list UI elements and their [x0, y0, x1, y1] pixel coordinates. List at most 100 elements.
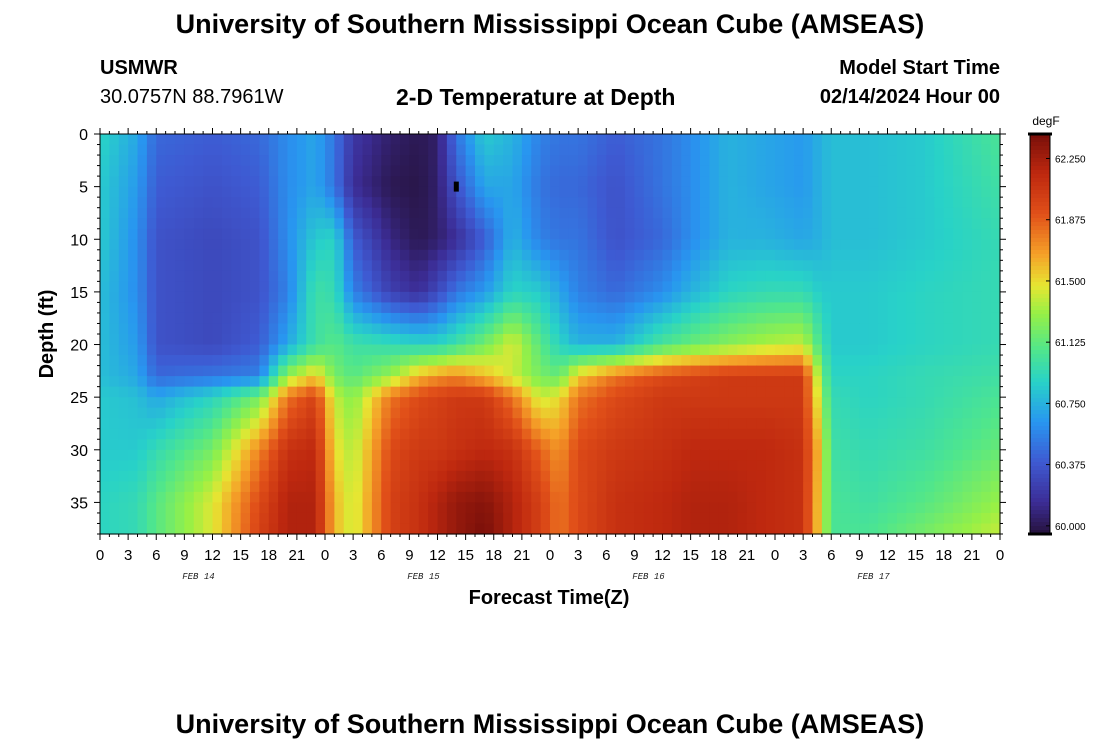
x-tick-label: 18 — [935, 547, 952, 564]
heatmap-cell — [662, 312, 673, 325]
heatmap-cell — [400, 428, 410, 440]
heatmap-cell — [662, 502, 673, 514]
heatmap-cell — [756, 281, 767, 293]
heatmap-cell — [943, 512, 954, 525]
heatmap-cell — [662, 144, 673, 156]
heatmap-cell — [840, 428, 851, 440]
heatmap-cell — [343, 365, 354, 377]
heatmap-cell — [325, 323, 335, 335]
heatmap-cell — [765, 344, 776, 356]
heatmap-cell — [156, 197, 167, 209]
heatmap-cell — [700, 376, 710, 388]
heatmap-cell — [390, 512, 401, 525]
heatmap-cell — [390, 197, 401, 209]
heatmap-cell — [896, 439, 907, 451]
heatmap-cell — [400, 228, 410, 240]
heatmap-cell — [559, 260, 570, 272]
heatmap-cell — [990, 491, 1001, 504]
heatmap-cell — [512, 397, 523, 409]
heatmap-cell — [953, 449, 964, 461]
heatmap-cell — [690, 460, 701, 472]
heatmap-cell — [587, 186, 598, 198]
heatmap-cell — [962, 355, 973, 367]
heatmap-cell — [456, 270, 467, 282]
heatmap-cell — [353, 523, 364, 535]
heatmap-cell — [821, 144, 832, 156]
heatmap-cell — [296, 323, 307, 335]
heatmap-cell — [484, 502, 495, 514]
heatmap-cell — [456, 407, 467, 419]
heatmap-cell — [540, 365, 551, 377]
heatmap-cell — [493, 523, 504, 535]
heatmap-cell — [128, 439, 139, 451]
heatmap-cell — [156, 386, 167, 398]
heatmap-cell — [146, 418, 157, 430]
heatmap-cell — [971, 249, 982, 261]
heatmap-cell — [409, 176, 420, 188]
heatmap-cell — [653, 397, 664, 409]
heatmap-cell — [381, 302, 392, 314]
heatmap-cell — [596, 270, 607, 282]
heatmap-cell — [568, 197, 579, 209]
heatmap-cell — [887, 323, 898, 335]
heatmap-cell — [184, 249, 195, 261]
heatmap-cell — [709, 449, 720, 461]
heatmap-cell — [315, 260, 326, 272]
heatmap-cell — [390, 228, 401, 240]
heatmap-cell — [475, 460, 485, 472]
heatmap-cell — [137, 491, 148, 504]
heatmap-cell — [362, 428, 373, 440]
heatmap-cell — [690, 323, 701, 335]
heatmap-cell — [681, 176, 692, 188]
heatmap-cell — [812, 397, 823, 409]
heatmap-cell — [915, 428, 926, 440]
heatmap-cell — [643, 449, 654, 461]
heatmap-cell — [728, 249, 739, 261]
heatmap-cell — [503, 155, 514, 167]
heatmap-cell — [784, 144, 795, 156]
heatmap-cell — [606, 134, 617, 146]
heatmap-cell — [268, 260, 279, 272]
heatmap-cell — [746, 281, 757, 293]
heatmap-cell — [212, 260, 223, 272]
heatmap-cell — [962, 186, 973, 198]
heatmap-cell — [165, 218, 176, 230]
heatmap-cell — [803, 218, 814, 230]
x-tick-label: 18 — [485, 547, 502, 564]
heatmap-cell — [971, 323, 982, 335]
heatmap-cell — [887, 491, 898, 504]
heatmap-cell — [137, 144, 148, 156]
heatmap-cell — [793, 428, 804, 440]
heatmap-cell — [381, 197, 392, 209]
heatmap-cell — [568, 386, 579, 398]
heatmap-cell — [175, 376, 185, 388]
heatmap-cell — [737, 491, 748, 504]
heatmap-cell — [503, 281, 514, 293]
heatmap-cell — [165, 344, 176, 356]
heatmap-cell — [381, 207, 392, 219]
heatmap-cell — [203, 491, 214, 504]
heatmap-cell — [615, 207, 626, 219]
heatmap-cell — [400, 449, 410, 461]
heatmap-cell — [278, 302, 289, 314]
heatmap-cell — [540, 439, 551, 451]
heatmap-cell — [662, 165, 673, 177]
heatmap-cell — [203, 439, 214, 451]
heatmap-cell — [353, 144, 364, 156]
heatmap-cell — [653, 302, 664, 314]
colorbar-segment — [1030, 518, 1050, 523]
heatmap-cell — [934, 512, 945, 525]
heatmap-cell — [831, 134, 842, 146]
heatmap-cell — [653, 439, 664, 451]
heatmap-cell — [137, 239, 148, 251]
heatmap-cell — [718, 502, 729, 514]
heatmap-cell — [400, 176, 410, 188]
heatmap-cell — [475, 186, 485, 198]
heatmap-cell — [100, 197, 110, 209]
heatmap-cell — [925, 386, 935, 398]
heatmap-cell — [118, 397, 129, 409]
heatmap-cell — [475, 523, 485, 535]
heatmap-cell — [718, 323, 729, 335]
heatmap-cell — [615, 260, 626, 272]
heatmap-cell — [287, 312, 298, 325]
